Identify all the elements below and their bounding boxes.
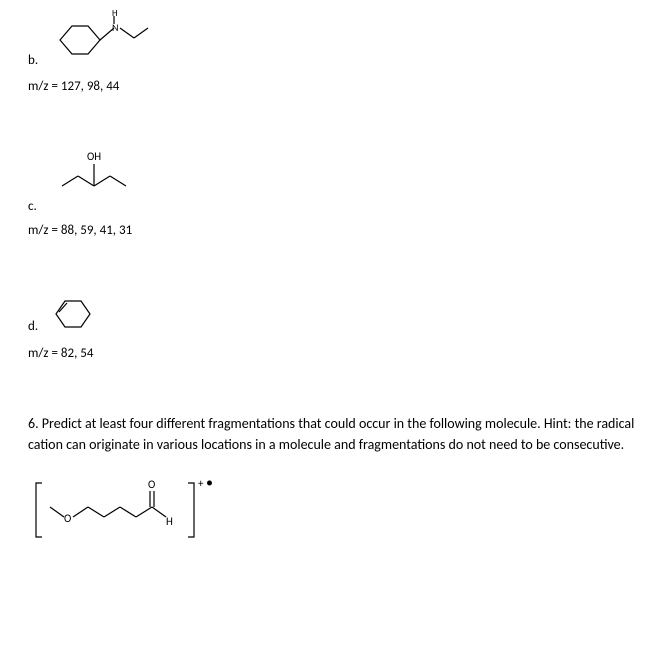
structure-d-icon	[46, 291, 96, 337]
problem-b-label: b.	[28, 52, 38, 70]
problem-d-row: d.	[28, 291, 644, 337]
structure-q6-icon: O O H + •	[28, 471, 228, 551]
h-atom-label: H	[112, 10, 118, 19]
problem-c: OH c. m/z = 88, 59, 41, 31	[28, 146, 644, 240]
n-atom-label: N	[112, 21, 118, 34]
problem-b-mz: m/z = 127, 98, 44	[28, 78, 644, 96]
problem-b: b. H N m/z = 127, 98, 44	[28, 10, 644, 96]
problem-c-mz: m/z = 88, 59, 41, 31	[28, 222, 644, 240]
problem-d-label: d.	[28, 318, 38, 336]
h-aldehyde-label: H	[166, 515, 173, 528]
problem-c-label: c.	[28, 199, 37, 214]
radical-label: •	[206, 474, 213, 491]
problem-d: d. m/z = 82, 54	[28, 291, 644, 363]
problem-b-row: b. H N	[28, 10, 644, 70]
o-ether-label: O	[64, 512, 71, 525]
o-carbonyl-label: O	[148, 478, 155, 491]
oh-label: OH	[87, 150, 101, 163]
structure-c-icon: OH	[54, 146, 154, 192]
problem-d-mz: m/z = 82, 54	[28, 345, 644, 363]
charge-label: +	[198, 477, 204, 490]
question-6-text: 6. Predict at least four different fragm…	[28, 413, 644, 455]
structure-b-icon: H N	[46, 10, 156, 70]
